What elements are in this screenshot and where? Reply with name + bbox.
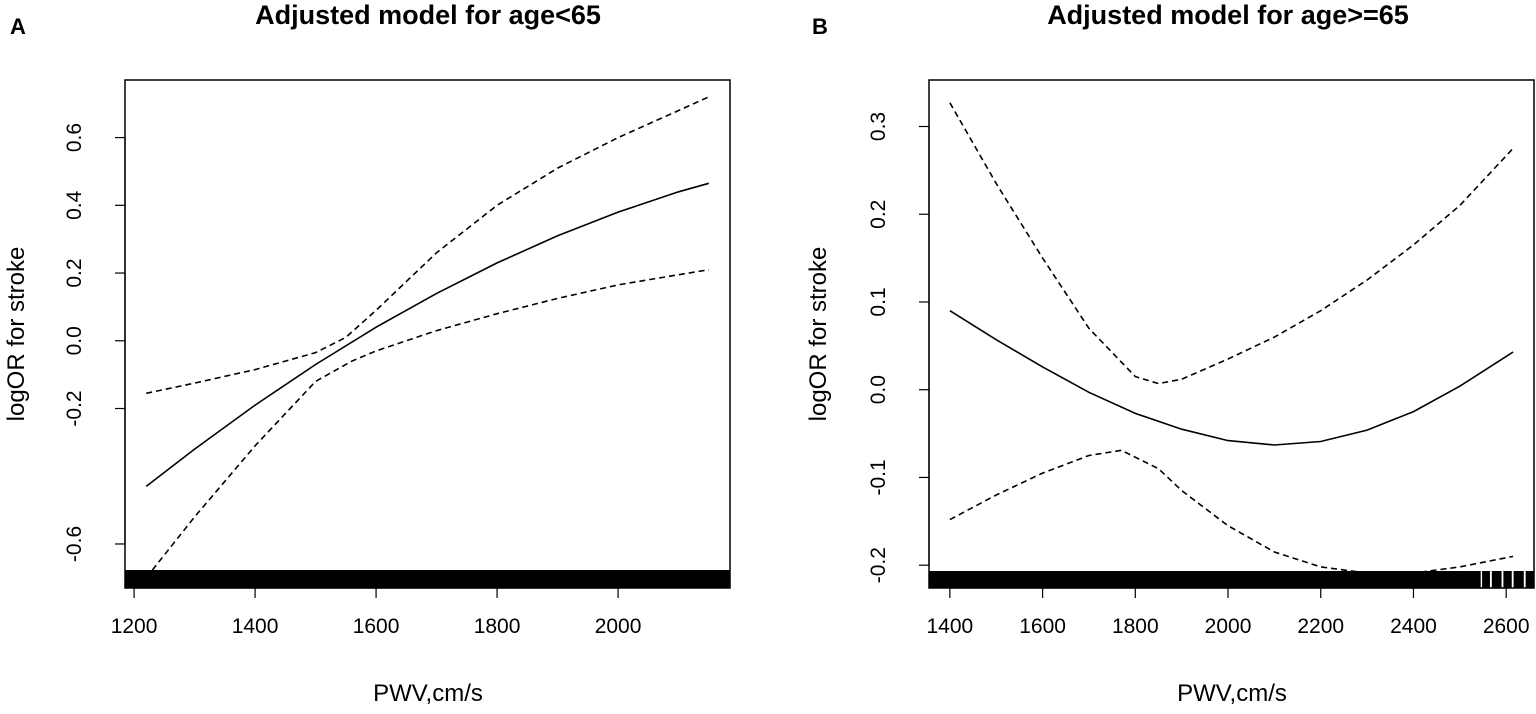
y-tick-label: -0.6 (63, 526, 86, 562)
panel-letter-a: A (10, 14, 26, 39)
y-tick-label: 0.0 (867, 375, 890, 404)
y-tick-label: 0.6 (63, 123, 86, 152)
series-line-lower-95-ci (949, 449, 1514, 574)
y-tick-label: 0.1 (867, 287, 890, 316)
x-tick-label: 2400 (1390, 615, 1437, 638)
series-line-estimate (145, 182, 710, 488)
y-tick-label: 0.2 (867, 200, 890, 229)
x-tick-label: 1600 (1019, 615, 1066, 638)
rug-b (929, 571, 1534, 588)
panel-letter-b: B (812, 14, 828, 39)
x-tick-label: 2000 (1205, 615, 1252, 638)
x-axis-b: 1400 1600 1800 2000 2200 2400 2600 (927, 587, 1530, 638)
series-line-lower-95-ci (145, 268, 709, 579)
x-tick-label: 2200 (1297, 615, 1344, 638)
x-tick-label: 1400 (232, 615, 279, 638)
panel-b: B Adjusted model for age>=65 1400 1600 180… (805, 0, 1535, 707)
y-tick-label: -0.2 (867, 547, 890, 583)
x-tick-label: 1800 (474, 615, 521, 638)
rug-segment (1503, 571, 1512, 588)
x-tick-label: 1600 (353, 615, 400, 638)
x-tick-label: 1200 (111, 615, 158, 638)
rug-a (125, 570, 730, 588)
y-axis-label-a: logOR for stroke (3, 247, 30, 422)
y-tick-label: 0.3 (867, 112, 890, 141)
x-tick-label: 1800 (1112, 615, 1159, 638)
panel-a: A Adjusted model for age<65 1200 1400 1600… (3, 0, 731, 707)
series-line-upper-95-ci (146, 96, 710, 395)
rug-segment (1491, 571, 1502, 588)
chart-title-a: Adjusted model for age<65 (255, 0, 601, 30)
x-axis-label-a: PWV,cm/s (373, 680, 483, 707)
y-axis-a: -0.6 -0.2 0.0 0.2 0.4 0.6 (63, 123, 126, 562)
y-tick-label: -0.1 (867, 459, 890, 495)
x-axis-a: 1200 1400 1600 1800 2000 (111, 587, 642, 638)
y-axis-label-b: logOR for stroke (805, 247, 832, 422)
y-tick-label: 0.4 (63, 190, 86, 220)
rug-segment (1513, 571, 1524, 588)
y-tick-label: 0.2 (63, 258, 86, 287)
rug-segment (1482, 571, 1490, 588)
y-axis-b: -0.2 -0.1 0.0 0.1 0.2 0.3 (867, 112, 930, 583)
series-group-b (949, 102, 1514, 574)
chart-title-b: Adjusted model for age>=65 (1047, 0, 1409, 30)
series-line-upper-95-ci (949, 102, 1514, 385)
x-tick-label: 2600 (1483, 615, 1530, 638)
series-line-estimate (949, 310, 1514, 446)
rug-segment (1525, 571, 1534, 588)
series-group-a (145, 96, 710, 579)
plot-frame-b (928, 79, 1535, 589)
rug-segment (125, 570, 730, 588)
rug-segment (929, 571, 1481, 588)
x-tick-label: 2000 (595, 615, 642, 638)
x-axis-label-b: PWV,cm/s (1177, 680, 1287, 707)
y-tick-label: 0.0 (63, 326, 86, 355)
y-tick-label: -0.2 (63, 390, 86, 426)
x-tick-label: 1400 (927, 615, 974, 638)
